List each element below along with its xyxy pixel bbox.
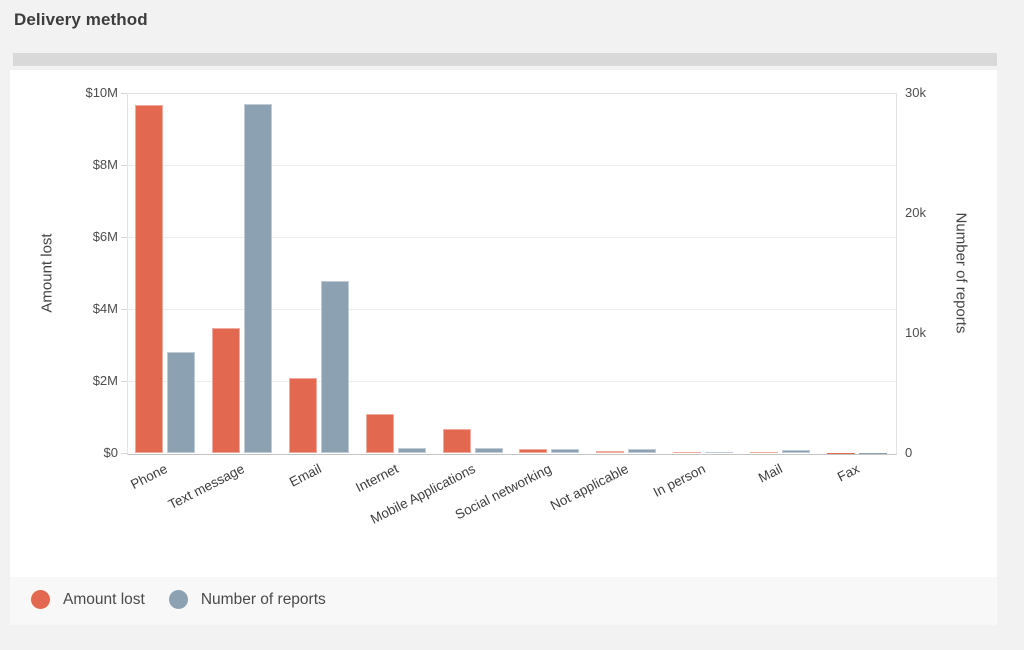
number-of-reports-dot-icon (168, 590, 188, 609)
left-axis-tick (121, 309, 127, 310)
bar-number-of-reports-phone[interactable] (167, 351, 196, 453)
bar-number-of-reports-in-person[interactable] (705, 452, 733, 453)
bar-number-of-reports-not-applicable[interactable] (628, 449, 657, 453)
legend-label: Number of reports (200, 591, 326, 608)
left-axis-tick (121, 453, 127, 454)
bar-amount-lost-internet[interactable] (365, 414, 394, 453)
bar-number-of-reports-mobile-applications[interactable] (474, 447, 503, 453)
chart-legend: Amount lost Number of reports (31, 590, 326, 609)
bar-number-of-reports-social-networking[interactable] (551, 449, 580, 453)
bar-amount-lost-text-message[interactable] (212, 328, 241, 453)
left-axis-tick-label: $0 (103, 445, 118, 460)
bar-amount-lost-mobile-applications[interactable] (442, 429, 471, 453)
left-axis-tick (121, 237, 127, 238)
gridline (127, 237, 896, 238)
plot-area (127, 93, 897, 455)
legend-item-number-of-reports[interactable]: Number of reports (168, 590, 326, 609)
left-axis-tick (121, 93, 127, 94)
gridline (127, 165, 896, 166)
left-axis-tick-label: $10M (85, 85, 118, 100)
right-axis-tick-label: 30k (905, 85, 926, 100)
left-axis-tick-label: $2M (92, 373, 118, 388)
bar-amount-lost-mail[interactable] (749, 451, 778, 453)
bar-number-of-reports-text-message[interactable] (244, 103, 273, 453)
bar-amount-lost-not-applicable[interactable] (596, 451, 625, 453)
right-axis-tick-label: 0 (905, 445, 913, 460)
page-title: Delivery method (14, 10, 148, 29)
gridline (127, 309, 896, 310)
bar-amount-lost-in-person[interactable] (673, 451, 701, 453)
amount-lost-dot-icon (31, 590, 50, 609)
bar-number-of-reports-email[interactable] (321, 281, 349, 453)
gridline (127, 381, 896, 382)
left-axis-tick (121, 165, 127, 166)
bar-amount-lost-email[interactable] (289, 378, 317, 453)
left-axis-tick (121, 381, 127, 382)
legend-item-amount-lost[interactable]: Amount lost (31, 590, 145, 609)
right-axis-tick-label: 20k (905, 205, 926, 220)
left-axis-tick-label: $6M (92, 229, 118, 244)
right-axis-tick-label: 10k (905, 325, 926, 340)
bar-number-of-reports-mail[interactable] (781, 450, 810, 453)
bar-amount-lost-phone[interactable] (135, 104, 164, 453)
left-axis-tick-label: $4M (92, 301, 118, 316)
right-axis-title: Number of reports (952, 212, 970, 334)
left-axis-title: Amount lost (38, 233, 56, 313)
legend-label: Amount lost (63, 591, 145, 608)
left-axis-tick-label: $8M (92, 157, 118, 172)
bar-number-of-reports-internet[interactable] (397, 447, 426, 453)
bar-amount-lost-social-networking[interactable] (519, 449, 548, 453)
horizontal-scrollbar[interactable] (13, 53, 997, 66)
